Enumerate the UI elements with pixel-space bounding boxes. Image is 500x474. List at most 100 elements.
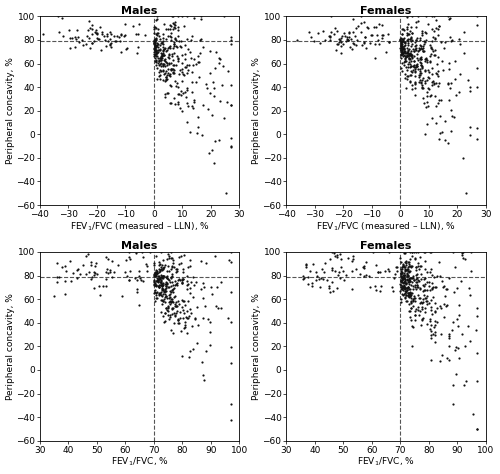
Point xyxy=(400,48,408,56)
Point xyxy=(166,313,174,320)
Point xyxy=(388,283,396,291)
Point xyxy=(136,274,144,282)
Point xyxy=(400,74,408,82)
Point xyxy=(401,52,409,60)
Point xyxy=(420,287,428,294)
Point xyxy=(414,307,422,314)
Point xyxy=(407,42,415,50)
Point xyxy=(372,40,380,47)
Point xyxy=(466,292,474,299)
Point xyxy=(187,310,195,317)
Point xyxy=(451,346,459,354)
Point xyxy=(456,88,464,95)
Point xyxy=(411,63,419,70)
Point xyxy=(397,44,405,51)
Point xyxy=(424,66,432,74)
Point xyxy=(154,46,162,54)
Point xyxy=(163,274,171,282)
Point xyxy=(398,67,406,74)
Point xyxy=(416,253,424,261)
Point xyxy=(455,355,463,362)
Point xyxy=(178,303,186,310)
Point xyxy=(403,23,411,30)
Point xyxy=(401,54,409,61)
Point xyxy=(408,29,416,36)
Point xyxy=(418,61,426,69)
Point xyxy=(156,272,164,280)
Point xyxy=(422,55,430,62)
Point xyxy=(451,263,459,271)
Point xyxy=(158,59,166,66)
Point xyxy=(158,62,166,69)
Point xyxy=(166,273,174,281)
Point xyxy=(434,72,442,80)
Point xyxy=(157,264,165,271)
Point xyxy=(398,42,406,50)
Point xyxy=(372,23,380,30)
Point xyxy=(169,56,177,64)
Point xyxy=(117,31,125,38)
Point xyxy=(198,131,206,139)
Point xyxy=(176,276,184,284)
Point xyxy=(400,269,408,277)
Point xyxy=(169,298,177,305)
Point xyxy=(412,271,420,278)
Point xyxy=(406,299,414,307)
Point xyxy=(152,16,160,23)
Point xyxy=(408,51,416,59)
Point xyxy=(226,248,234,256)
Point xyxy=(328,278,336,285)
Point xyxy=(172,309,180,316)
Point xyxy=(410,248,418,256)
Point xyxy=(212,302,220,310)
Point xyxy=(436,302,444,310)
Point xyxy=(161,294,169,301)
Point xyxy=(328,287,336,294)
Point xyxy=(416,35,424,42)
Point xyxy=(466,131,474,139)
Point xyxy=(167,99,175,107)
Point xyxy=(343,33,351,40)
Point xyxy=(188,322,196,329)
Point xyxy=(158,272,166,279)
Point xyxy=(194,129,202,137)
Point xyxy=(168,52,176,60)
Point xyxy=(340,32,348,40)
Point xyxy=(397,42,405,50)
Point xyxy=(176,308,184,316)
Point xyxy=(168,262,176,269)
Point xyxy=(412,79,420,86)
Point xyxy=(60,278,68,285)
Point xyxy=(164,307,172,315)
Point xyxy=(179,298,187,305)
Point xyxy=(414,277,422,284)
Point xyxy=(182,88,190,95)
Point xyxy=(431,35,439,42)
Point xyxy=(398,290,406,297)
Point xyxy=(168,279,176,286)
Point xyxy=(360,18,368,26)
Point xyxy=(306,267,314,275)
Point xyxy=(418,31,426,39)
Point xyxy=(378,282,386,290)
Point xyxy=(399,286,407,293)
Point xyxy=(431,331,439,339)
Point xyxy=(407,50,415,57)
Point xyxy=(171,302,179,310)
Point xyxy=(416,55,424,62)
Point xyxy=(438,58,446,65)
Point xyxy=(162,304,170,312)
Point xyxy=(165,60,173,67)
Point xyxy=(310,37,318,45)
Point xyxy=(446,106,454,113)
Point xyxy=(138,276,145,283)
Point xyxy=(328,248,336,256)
Point xyxy=(399,276,407,283)
Point xyxy=(182,55,190,63)
Point xyxy=(134,44,141,51)
Point xyxy=(160,295,168,303)
Point xyxy=(156,279,164,287)
Point xyxy=(408,63,416,70)
Point xyxy=(174,276,182,284)
Point xyxy=(348,285,356,292)
